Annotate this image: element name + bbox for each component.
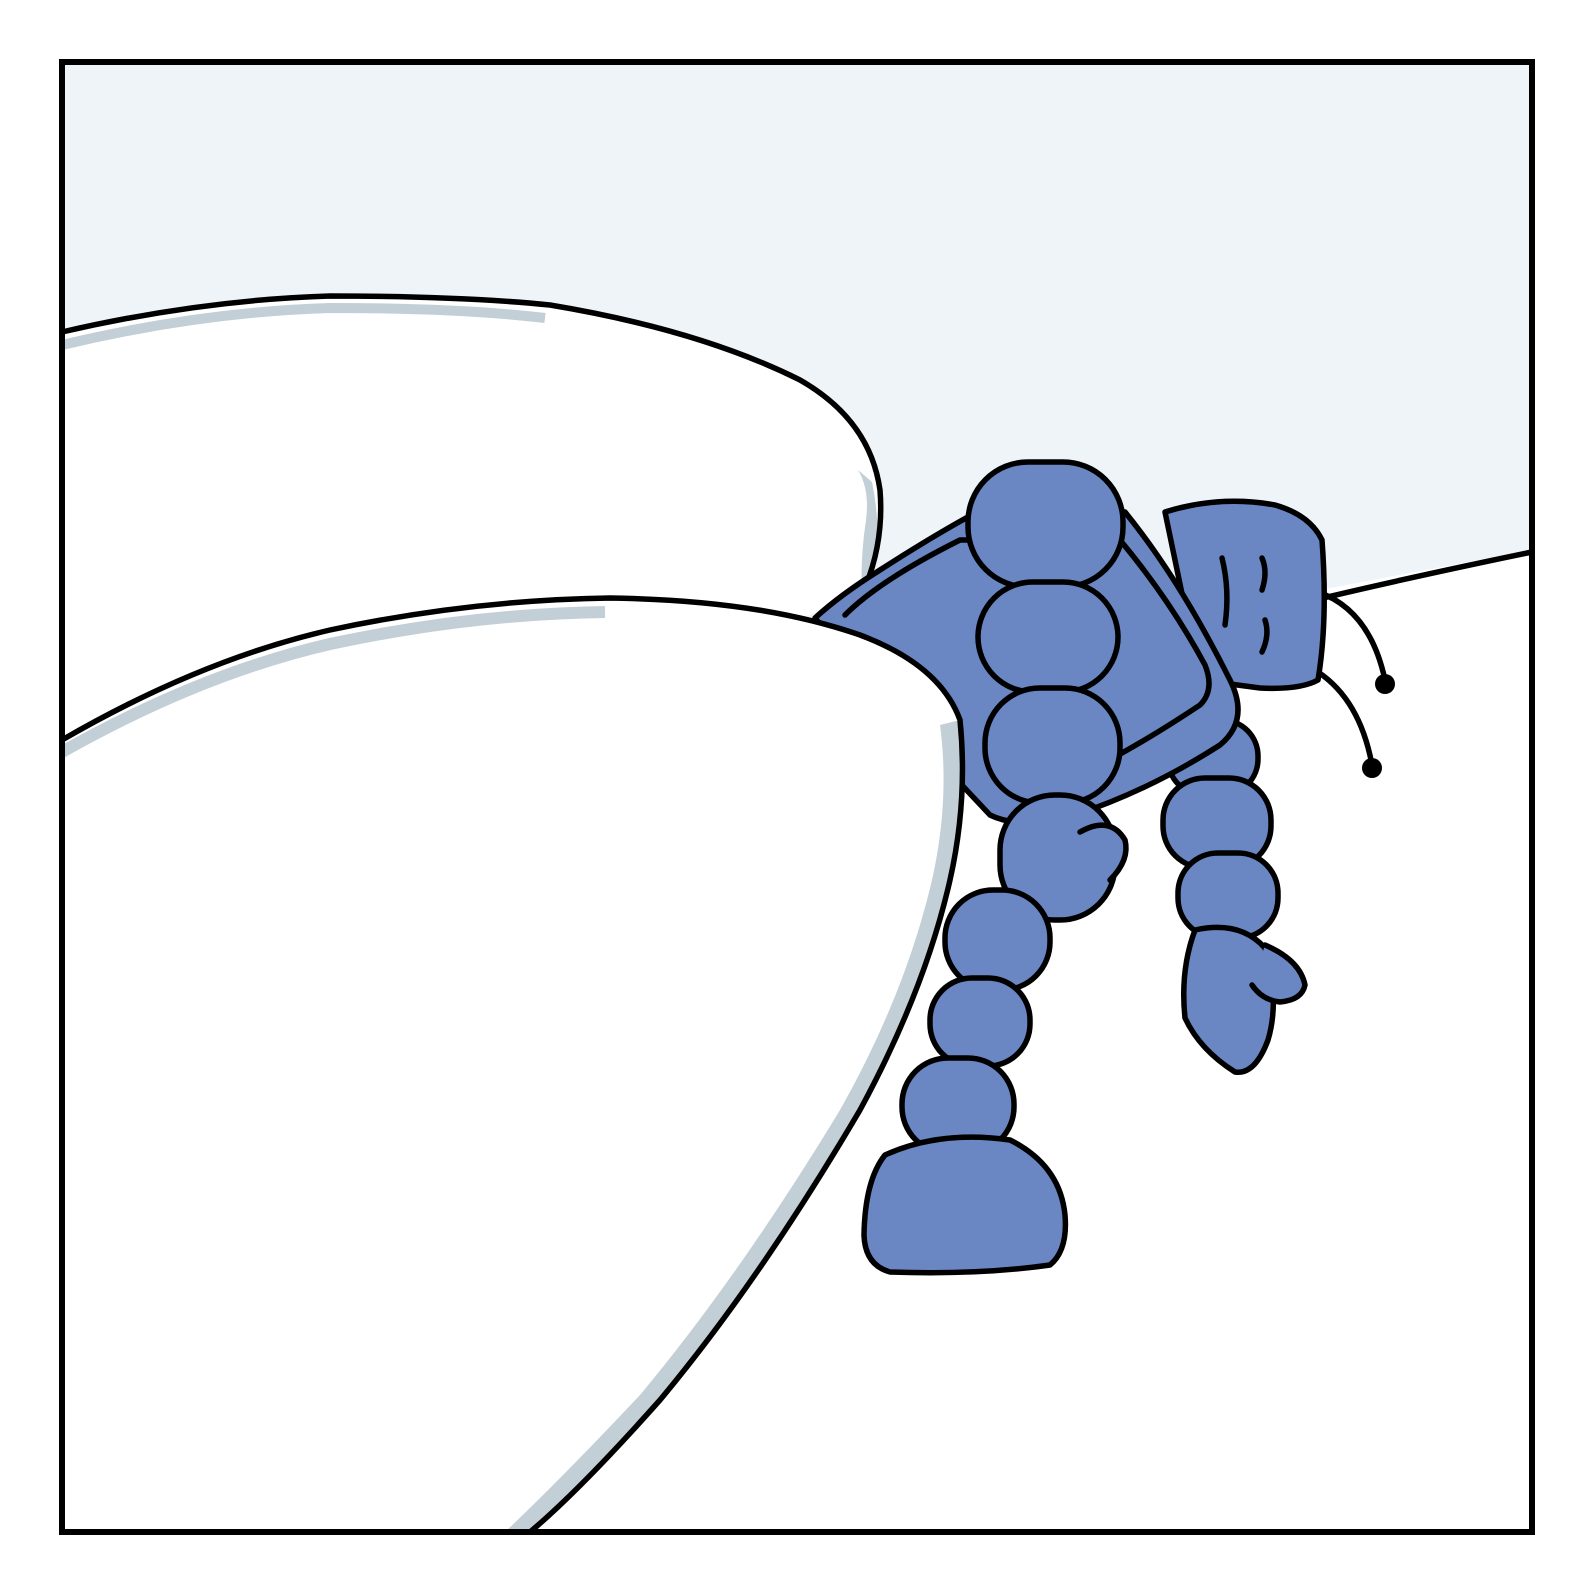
robot-eye-left — [1219, 555, 1230, 628]
front-snow-mound — [59, 595, 966, 1535]
robot-arm-front — [965, 459, 1129, 923]
panel-frame — [59, 59, 1535, 1535]
robot-shoulder — [965, 459, 1126, 590]
robot-foot — [861, 1134, 1069, 1276]
robot-eye-right-lower — [1259, 617, 1270, 655]
antenna-upper-tip — [1375, 674, 1395, 694]
robot-mitten-back — [1181, 924, 1277, 1075]
robot-torso-panel — [842, 537, 1212, 773]
robot-eye-right-upper — [1259, 555, 1268, 593]
robot-leg — [861, 887, 1069, 1276]
robot — [812, 459, 1395, 1276]
antenna-lower — [1315, 669, 1375, 768]
robot-mitten-back-thumb — [1249, 942, 1308, 1005]
antenna-upper — [1315, 589, 1388, 683]
robot-mitten-front-thumb — [1077, 822, 1129, 883]
antenna-lower-tip — [1362, 758, 1382, 778]
